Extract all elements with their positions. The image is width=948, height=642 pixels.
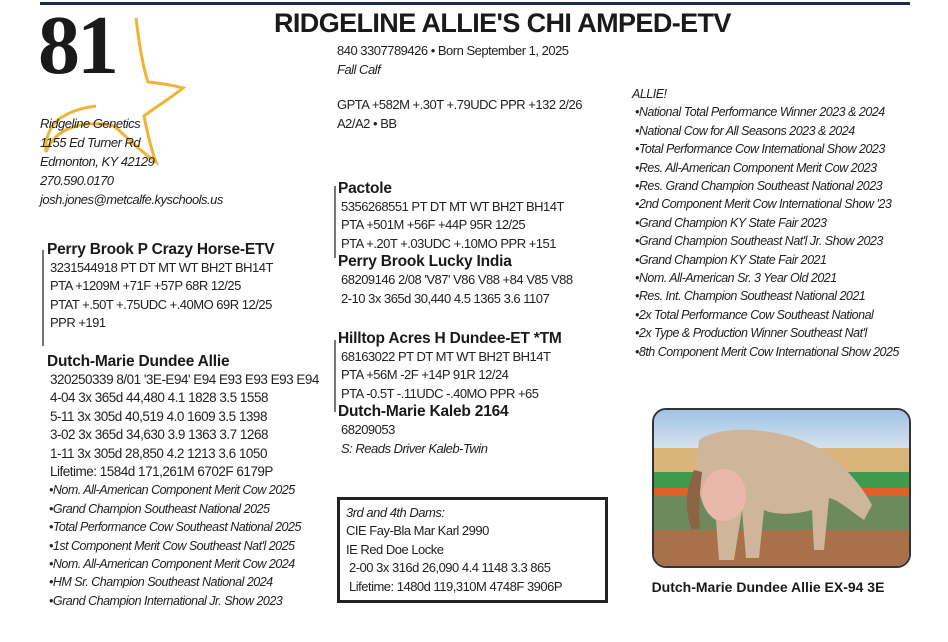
dam-line: 3-02 3x 365d 34,630 3.9 1363 3.7 1268 [50,427,268,443]
consignor-name: Ridgeline Genetics [40,116,141,131]
cow-photo [652,408,911,568]
sire-name: Perry Brook P Crazy Horse-ETV [47,241,275,258]
consignor-block: Ridgeline Genetics 1155 Ed Turner Rd Edm… [40,114,223,209]
dam-honor: •1st Component Merit Cow Southeast Nat'l… [49,538,295,553]
sire-line: 3231544918 PT DT MT WT BH2T BH14T [50,260,273,275]
allie-honor: •2nd Component Merit Cow International S… [635,197,892,212]
top-rule [40,2,910,5]
animal-genetics: A2/A2 • BB [337,116,397,131]
cow-image [654,410,909,566]
sire-dam-name: Perry Brook Lucky India [338,253,512,271]
dam-honor: •Grand Champion International Jr. Show 2… [49,593,283,608]
animal-class: Fall Calf [337,62,381,77]
pedigree-bracket [42,250,44,346]
sire-sire-name: Pactole [338,180,392,197]
dam-dam-line: S: Reads Driver Kaleb-Twin [341,440,488,456]
dam-honor: •Total Performance Cow Southeast Nationa… [49,520,301,535]
allie-honor: •Res. Int. Champion Southeast National 2… [635,289,866,304]
dam-sire-line: PTA +56M -2F +14P 91R 12/24 [341,367,509,383]
allie-honor: •2x Type & Production Winner Southeast N… [635,326,867,341]
consignor-email: josh.jones@metcalfe.kyschools.us [40,192,223,207]
third-fourth-dams-box: 3rd and 4th Dams: CIE Fay-Bla Mar Karl 2… [337,497,608,603]
sire-sire-line: PTA +.20T +.03UDC +.10MO PPR +151 [341,235,556,251]
allie-block: ALLIE! •National Total Performance Winne… [632,85,899,361]
allie-honor: •2x Total Performance Cow Southeast Nati… [635,307,874,322]
sire-line: PTAT +.50T +.75UDC +.40MO 69R 12/25 [50,296,272,312]
consignor-street: 1155 Ed Turner Rd [40,135,141,150]
dams-box-line: Lifetime: 1480d 119,310M 4748F 3906P [349,578,563,594]
animal-id-born: 840 3307789426 • Born September 1, 2025 [337,43,569,58]
dam-dam-line: 68209053 [341,422,395,438]
dam-line: Lifetime: 1584d 171,261M 6702F 6179P [50,464,273,480]
pedigree-bracket [334,340,336,412]
dam-sire-line: 68163022 PT DT MT WT BH2T BH14T [341,349,551,364]
consignor-phone: 270.590.0170 [40,173,114,188]
dams-box-heading: 3rd and 4th Dams: [346,505,445,520]
dam-line: 320250339 8/01 '3E-E94' E94 E93 E93 E93 … [50,372,319,387]
sire-dam-line: 68209146 2/08 'V87' V86 V88 +84 V85 V88 [341,272,573,288]
sire-sire-block: Pactole 5356268551 PT DT MT WT BH2T BH14… [338,180,573,308]
photo-caption: Dutch-Marie Dundee Allie EX-94 3E [651,579,885,595]
sire-sire-line: 5356268551 PT DT MT WT BH2T BH14T [341,199,564,214]
dam-honor: •Grand Champion Southeast National 2025 [49,501,270,516]
dam-block: Dutch-Marie Dundee Allie 320250339 8/01 … [47,353,319,610]
sire-dam-line: 2-10 3x 365d 30,440 4.5 1365 3.6 1107 [341,290,550,306]
dam-name: Dutch-Marie Dundee Allie [47,353,230,370]
allie-honor: •Grand Champion Southeast Nat'l Jr. Show… [635,234,883,249]
page-title: RIDGELINE ALLIE'S CHI AMPED-ETV [274,8,731,38]
consignor-city: Edmonton, KY 42129 [40,154,155,169]
dams-box-line: 2-00 3x 316d 26,090 4.4 1148 3.3 865 [349,560,551,576]
allie-honor: •National Cow for All Seasons 2023 & 202… [635,123,855,138]
allie-honor: •National Total Performance Winner 2023 … [635,105,885,120]
allie-honor: •Grand Champion KY State Fair 2021 [635,252,827,267]
allie-honor: •Grand Champion KY State Fair 2023 [635,215,827,230]
allie-honor: •8th Component Merit Cow International S… [635,344,899,359]
dam-line: 5-11 3x 305d 40,519 4.0 1609 3.5 1398 [50,408,267,424]
dam-honor: •Nom. All-American Component Merit Cow 2… [49,483,295,498]
allie-honor: •Res. All-American Component Merit Cow 2… [635,160,877,175]
dam-sire-line: PTA -0.5T -.11UDC -.40MO PPR +65 [341,385,539,401]
dam-honor: •HM Sr. Champion Southeast National 2024 [49,575,273,590]
sire-block: Perry Brook P Crazy Horse-ETV 3231544918… [47,241,275,333]
dams-box-line: IE Red Doe Locke [346,541,444,557]
dam-sire-name: Hilltop Acres H Dundee-ET *TM [338,330,562,347]
dam-dam-name: Dutch-Marie Kaleb 2164 [338,403,509,421]
pedigree-bracket [334,186,336,258]
dam-sire-block: Hilltop Acres H Dundee-ET *TM 68163022 P… [338,330,562,458]
dam-line: 4-04 3x 365d 44,480 4.1 1828 3.5 1558 [50,390,268,406]
sire-sire-line: PTA +501M +56F +44P 95R 12/25 [341,217,526,233]
allie-honor: •Res. Grand Champion Southeast National … [635,179,883,194]
dam-line: 1-11 3x 305d 28,850 4.2 1213 3.6 1050 [50,445,267,461]
dams-box-line: CIE Fay-Bla Mar Karl 2990 [346,523,489,539]
star-logo-icon [44,17,186,167]
allie-honor: •Nom. All-American Sr. 3 Year Old 2021 [635,271,837,286]
allie-honor: •Total Performance Cow International Sho… [635,142,885,157]
lot-number: 81 [38,0,119,92]
animal-gpta: GPTA +582M +.30T +.79UDC PPR +132 2/26 [337,97,583,112]
allie-heading: ALLIE! [632,87,667,101]
sire-line: PPR +191 [50,315,106,331]
sire-line: PTA +1209M +71F +57P 68R 12/25 [50,278,241,294]
dam-honor: •Nom. All-American Component Merit Cow 2… [49,557,295,572]
